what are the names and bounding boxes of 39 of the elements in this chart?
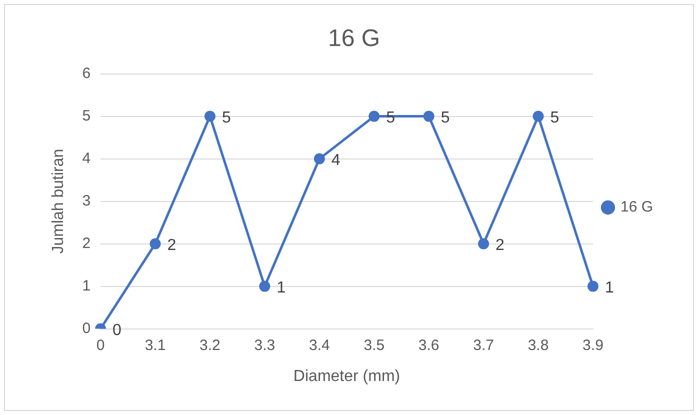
data-label: 2 [167,237,176,254]
x-tick-label: 0 [96,336,105,354]
data-label: 5 [440,110,450,127]
point [423,110,434,122]
x-tick-label: 3.5 [364,336,385,354]
point [204,110,216,122]
point [314,153,325,164]
point [587,280,598,292]
x-tick-label: 3.2 [200,336,220,354]
x-tick-label: 3.4 [308,336,330,354]
y-axis-title: Jumlah butiran [50,148,68,254]
x-tick-label: 3.1 [144,336,166,354]
point [259,280,270,292]
point [150,238,161,250]
x-tick-label: 3.6 [418,336,440,354]
point [532,110,544,122]
x-axis-title: Diameter (mm) [293,368,400,385]
data-label: 2 [496,237,505,254]
y-tick-label: 0 [82,320,91,337]
x-tick-label: 3.7 [473,336,494,354]
y-tick-label: 3 [82,192,91,210]
data-label: 4 [331,152,340,170]
legend-label: 16 G [620,198,654,216]
point [478,238,490,250]
y-tick-label: 4 [82,150,91,167]
chart-title: 16 G [328,25,380,52]
data-label: 1 [276,280,286,297]
y-tick-label: 2 [82,234,91,252]
y-tick-label: 6 [82,64,91,82]
data-label: 5 [550,110,560,127]
x-tick-label: 3.9 [582,336,604,354]
x-tick-label: 3.8 [528,336,549,354]
y-tick-label: 1 [82,277,91,294]
data-label: 0 [112,322,122,340]
y-tick-label: 5 [82,107,91,124]
point [368,110,380,122]
data-label: 1 [604,280,614,297]
x-tick-label: 3.3 [254,336,276,354]
data-label: 5 [222,110,231,127]
